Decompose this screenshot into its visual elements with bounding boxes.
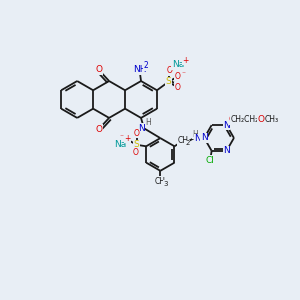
Text: Cl: Cl xyxy=(206,156,214,165)
Text: CH: CH xyxy=(177,136,188,146)
Text: S: S xyxy=(165,77,171,86)
Text: O: O xyxy=(95,125,102,134)
Text: ⁻: ⁻ xyxy=(181,69,185,78)
Text: O: O xyxy=(132,148,138,157)
Text: N: N xyxy=(201,134,208,142)
Text: CH₃: CH₃ xyxy=(265,115,279,124)
Text: Na: Na xyxy=(172,60,184,69)
Text: O: O xyxy=(124,135,130,144)
Text: N: N xyxy=(223,146,230,155)
Text: O: O xyxy=(257,115,264,124)
Text: S: S xyxy=(134,140,140,149)
Text: +: + xyxy=(124,134,131,143)
Text: ⁻: ⁻ xyxy=(120,133,124,142)
Text: Na: Na xyxy=(114,140,126,149)
Text: O: O xyxy=(167,66,173,75)
Text: N: N xyxy=(223,121,230,130)
Text: CH₂CH₂: CH₂CH₂ xyxy=(230,115,259,124)
Text: O: O xyxy=(134,129,140,138)
Text: N: N xyxy=(138,124,145,133)
Text: N: N xyxy=(194,134,201,143)
Text: NH: NH xyxy=(133,65,146,74)
Text: 2: 2 xyxy=(144,61,148,70)
Text: O: O xyxy=(175,83,181,92)
Text: 2: 2 xyxy=(186,140,190,146)
Text: O: O xyxy=(95,65,102,74)
Text: CH: CH xyxy=(155,177,166,186)
Text: H: H xyxy=(192,130,198,139)
Text: H: H xyxy=(146,118,151,127)
Text: +: + xyxy=(182,56,189,65)
Text: 3: 3 xyxy=(163,181,168,187)
Text: O: O xyxy=(175,72,181,81)
Text: O: O xyxy=(228,115,236,124)
